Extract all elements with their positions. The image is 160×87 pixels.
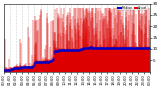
Legend: Median, Actual: Median, Actual	[117, 5, 148, 10]
